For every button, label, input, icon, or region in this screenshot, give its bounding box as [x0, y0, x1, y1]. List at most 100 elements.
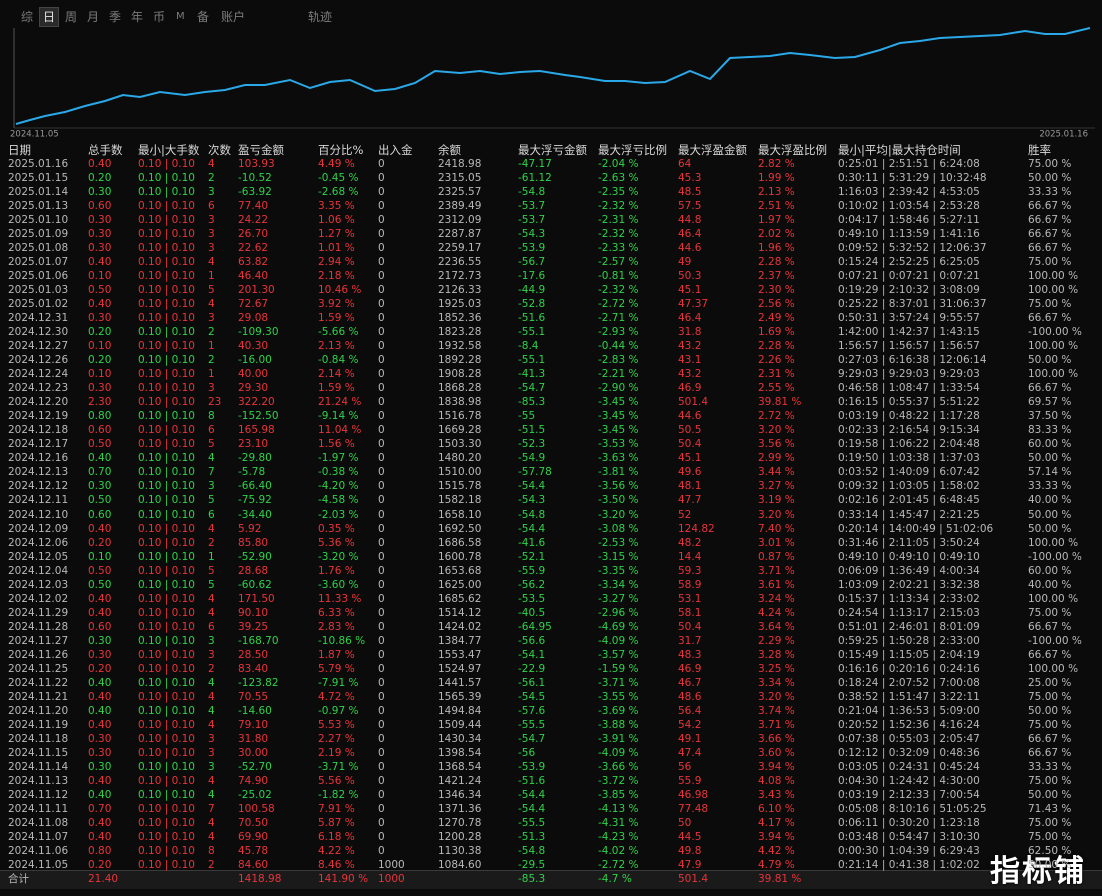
tab[interactable]: 备 [197, 10, 210, 24]
cell: 0.50 [88, 578, 112, 591]
cell: 0 [378, 536, 385, 549]
tab[interactable]: 币 [153, 10, 166, 24]
cell: 2024.11.05 [8, 859, 69, 871]
cell: 2.82 % [758, 158, 795, 170]
cell: -4.09 % [598, 634, 639, 647]
cell: 58.9 [678, 578, 702, 591]
cell: 3 [208, 760, 215, 773]
cell: 3.19 % [758, 494, 795, 507]
cell: 3 [208, 746, 215, 759]
cell: 1908.28 [438, 368, 482, 381]
tab[interactable]: 账户 [221, 10, 246, 24]
tab[interactable]: 日 [39, 7, 60, 27]
cell: 66.67 % [1028, 620, 1072, 633]
cell: -8.4 [518, 340, 539, 353]
cell: -2.35 % [598, 186, 639, 199]
cell: 3.34 % [758, 676, 795, 689]
cell: 3.71 % [758, 564, 795, 577]
cell: 1:16:03 | 2:39:42 | 4:53:05 [838, 186, 980, 199]
cell: 1368.54 [438, 760, 482, 773]
tab[interactable]: 周 [65, 10, 78, 24]
cell: 0:15:24 | 2:52:25 | 6:25:05 [838, 256, 980, 269]
tab[interactable]: 季 [109, 10, 122, 24]
cell: 0:03:48 | 0:54:47 | 3:10:30 [838, 830, 980, 843]
cell: 28.50 [238, 648, 269, 661]
cell: 0.10 | 0.10 [138, 746, 195, 759]
cell: 0.10 | 0.10 [138, 606, 195, 619]
cell: 2.49 % [758, 312, 795, 325]
cell: 2024.12.31 [8, 312, 69, 325]
cell: -109.30 [238, 326, 279, 339]
cell: 0:16:15 | 0:55:37 | 5:51:22 [838, 396, 980, 409]
cell: -22.9 [518, 662, 546, 675]
cell: 0.30 [88, 186, 112, 199]
column-header: 最大浮亏比例 [598, 143, 667, 157]
cell: 0.10 | 0.10 [138, 788, 195, 801]
tab[interactable]: 月 [87, 10, 100, 24]
cell: 1494.84 [438, 704, 482, 717]
cell: 0.10 | 0.10 [138, 760, 195, 773]
cell: 0:24:54 | 1:13:17 | 2:15:03 [838, 606, 980, 619]
cell: 0 [378, 438, 385, 451]
cell: 0.20 [88, 859, 112, 871]
cell: 4 [208, 298, 215, 311]
cell: 37.50 % [1028, 410, 1072, 423]
cell: 0 [378, 690, 385, 703]
cell: 7.40 % [758, 522, 795, 535]
cell: 11.04 % [318, 424, 362, 437]
cell: 57.14 % [1028, 466, 1072, 479]
tab[interactable]: 年 [131, 10, 144, 24]
cell: 2 [208, 326, 215, 339]
cell: 1565.39 [438, 690, 482, 703]
tab[interactable]: 轨迹 [308, 10, 333, 24]
cell: 0.40 [88, 676, 112, 689]
cell: 79.10 [238, 718, 269, 731]
cell: 2024.12.18 [8, 424, 69, 437]
cell: 322.20 [238, 396, 275, 409]
total-cell: -85.3 [518, 873, 546, 885]
cell: 0.50 [88, 494, 112, 507]
cell: 0.10 | 0.10 [138, 158, 195, 170]
cell: 0.10 | 0.10 [138, 620, 195, 633]
cell: 54.2 [678, 718, 702, 731]
cell: -54.8 [518, 844, 546, 857]
cell: 1000 [378, 859, 405, 871]
cell: 2024.11.28 [8, 620, 69, 633]
cell: -54.8 [518, 186, 546, 199]
column-header: 最大浮盈比例 [758, 143, 827, 157]
cell: 1669.28 [438, 424, 482, 437]
cell: 0 [378, 634, 385, 647]
cell: 0:25:01 | 2:51:51 | 6:24:08 [838, 158, 980, 170]
cell: 0 [378, 550, 385, 563]
cell: 4.22 % [318, 844, 355, 857]
cell: 0.30 [88, 634, 112, 647]
cell: -2.21 % [598, 368, 639, 381]
cell: 1686.58 [438, 536, 482, 549]
tab[interactable]: M [176, 11, 185, 22]
cell: 2024.11.22 [8, 676, 69, 689]
cell: 75.00 % [1028, 256, 1072, 269]
cell: 0 [378, 158, 385, 170]
cell: -44.9 [518, 284, 546, 297]
cell: 46.98 [678, 788, 709, 801]
cell: -85.3 [518, 396, 546, 409]
cell: 0 [378, 256, 385, 269]
equity-line [15, 27, 1091, 125]
cell: 0.10 | 0.10 [138, 662, 195, 675]
cell: 3 [208, 214, 215, 227]
cell: 1130.38 [438, 844, 482, 857]
cell: -55 [518, 410, 536, 423]
cell: 0 [378, 284, 385, 297]
cell: 4 [208, 606, 215, 619]
cell: 1.59 % [318, 312, 355, 325]
cell: -53.9 [518, 242, 546, 255]
tab[interactable]: 综 [21, 10, 34, 24]
cell: 66.67 % [1028, 214, 1072, 227]
column-header: 盈亏金额 [238, 143, 284, 157]
cell: 44.6 [678, 242, 702, 255]
cell: 3.01 % [758, 536, 795, 549]
cell: 0.10 | 0.10 [138, 634, 195, 647]
cell: 1852.36 [438, 312, 482, 325]
cell: 0:03:05 | 0:24:31 | 0:45:24 [838, 760, 980, 773]
cell: -3.20 % [318, 550, 359, 563]
